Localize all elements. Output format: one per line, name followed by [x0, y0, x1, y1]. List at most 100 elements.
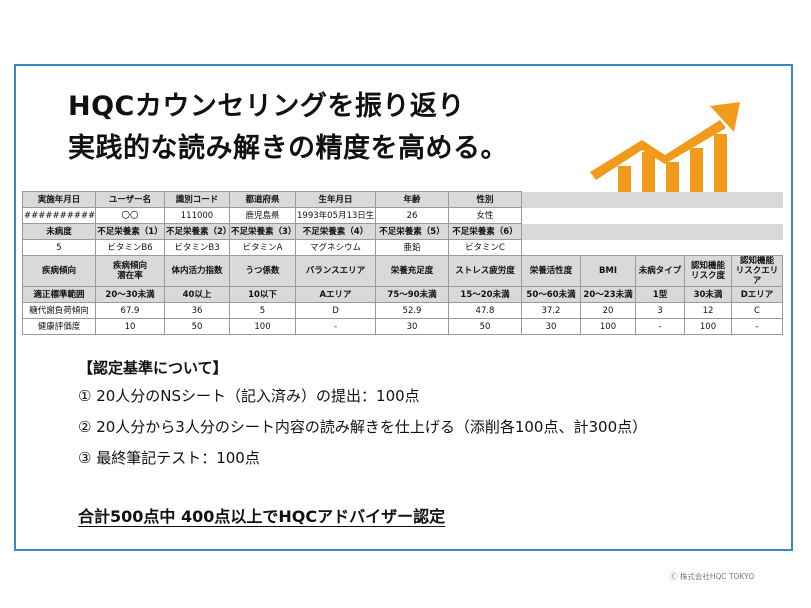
table-cell: 20〜30未満 [95, 286, 165, 303]
empty-cell [635, 223, 685, 240]
table-cell: 10 [95, 318, 165, 335]
table-cell: 疾病傾向 潜在率 [95, 255, 165, 287]
page-title: HQCカウンセリングを振り返り 実践的な読み解きの精度を高める。 [68, 86, 508, 170]
table-cell: BMI [580, 255, 636, 287]
table-row: 健康評価度 10 50 100-30 50 30 100-100- [22, 318, 783, 335]
table-cell: 女性 [448, 207, 522, 224]
table-cell: 識別コード [164, 191, 230, 208]
empty-cell [685, 240, 732, 256]
empty-cell [635, 191, 685, 208]
table-header-row: 疾病傾向 疾病傾向 潜在率 体内活力指数 うつ係数 バランスエリア 栄養充足度 ストレス疲労度… [22, 255, 783, 287]
table-cell: 15〜20未満 [448, 286, 522, 303]
table-cell: 100 [684, 318, 732, 335]
criteria-item: ③ 最終筆記テスト：100点 [78, 449, 260, 467]
table-cell: 5 [229, 302, 296, 319]
table-cell: 26 [375, 207, 449, 224]
table-cell: 47.8 [448, 302, 522, 319]
empty-cell [636, 240, 685, 256]
certification-criteria: 【認定基準について】 ① 20人分のNSシート（記入済み）の提出：100点 ② … [78, 357, 647, 478]
empty-cell [684, 223, 732, 240]
table-cell: ビタミンC [448, 239, 522, 256]
table-cell: 年齢 [375, 191, 449, 208]
table-cell: 不足栄養素（6） [448, 223, 522, 240]
table-cell: 栄養活性度 [521, 255, 581, 287]
table-cell: 20〜23未満 [580, 286, 636, 303]
empty-cell [581, 208, 636, 224]
table-cell: マグネシウム [295, 239, 376, 256]
title-line-2: 実践的な読み解きの精度を高める。 [68, 133, 508, 164]
table-cell: ビタミンA [229, 239, 296, 256]
table-cell: 1993年05月13日生 [295, 207, 376, 224]
table-cell: 36 [164, 302, 230, 319]
table-cell: 不足栄養素（4） [295, 223, 376, 240]
table-cell: 37.2 [521, 302, 581, 319]
growth-chart-arrow-icon [590, 102, 740, 200]
table-cell: 40以上 [164, 286, 230, 303]
table-cell: 3 [635, 302, 685, 319]
table-cell: 不足栄養素（3） [229, 223, 296, 240]
empty-cell [580, 191, 636, 208]
copyright-notice: Ⓒ 株式会社HQC TOKYO [670, 572, 755, 581]
table-cell: ########## [22, 207, 96, 224]
table-cell: 栄養充足度 [375, 255, 449, 287]
table-cell: 未病度 [22, 223, 96, 240]
empty-cell [522, 240, 581, 256]
table-cell: 20 [580, 302, 636, 319]
table-cell: D [295, 302, 376, 319]
table-cell: - [295, 318, 376, 335]
table-cell: 体内活力指数 [164, 255, 230, 287]
table-row: 5 ビタミンB6 ビタミンB3 ビタミンA マグネシウム 亜鉛 ビタミンC [22, 239, 783, 256]
content-frame [14, 64, 793, 551]
criteria-item: ① 20人分のNSシート（記入済み）の提出：100点 [78, 387, 420, 405]
criteria-item: ② 20人分から3人分のシート内容の読み解きを仕上げる（添削各100点、計300… [78, 418, 648, 436]
table-cell: 100 [229, 318, 296, 335]
table-cell: 不足栄養素（5） [375, 223, 449, 240]
empty-cell [731, 191, 783, 208]
table-cell: 健康評価度 [22, 318, 96, 335]
table-cell: 不足栄養素（1） [95, 223, 165, 240]
empty-cell [521, 191, 581, 208]
table-cell: うつ係数 [229, 255, 296, 287]
table-cell: ビタミンB3 [164, 239, 230, 256]
table-cell: C [731, 302, 783, 319]
table-row: 糖代謝負荷傾向 67.9 36 5 D 52.9 47.8 37.2 20 3 12 C [22, 302, 783, 319]
empty-cell [522, 208, 581, 224]
table-cell: 1型 [635, 286, 685, 303]
table-cell: ユーザー名 [95, 191, 165, 208]
table-cell: 性別 [448, 191, 522, 208]
table-cell: 亜鉛 [375, 239, 449, 256]
empty-cell [684, 191, 732, 208]
empty-cell [732, 240, 783, 256]
table-cell: - [635, 318, 685, 335]
table-header-row: 未病度 不足栄養素（1） 不足栄養素（2） 不足栄養素（3） 不足栄養素（4） 不足栄養素… [22, 223, 783, 240]
table-cell: ビタミンB6 [95, 239, 165, 256]
table-cell: 〇〇 [95, 207, 165, 224]
table-cell: 111000 [164, 207, 230, 224]
table-cell: 50〜60未満 [521, 286, 581, 303]
empty-cell [685, 208, 732, 224]
table-cell: 52.9 [375, 302, 449, 319]
table-cell: バランスエリア [295, 255, 376, 287]
table-cell: 5 [22, 239, 96, 256]
table-cell: 鹿児島県 [229, 207, 296, 224]
empty-cell [732, 208, 783, 224]
table-cell: - [731, 318, 783, 335]
table-cell: 糖代謝負荷傾向 [22, 302, 96, 319]
table-cell: 実施年月日 [22, 191, 96, 208]
table-cell: 都道府県 [229, 191, 296, 208]
table-cell: 50 [448, 318, 522, 335]
table-cell: 疾病傾向 [22, 255, 96, 287]
table-cell: 生年月日 [295, 191, 376, 208]
total-score-requirement: 合計500点中 400点以上でHQCアドバイザー認定 [78, 507, 446, 526]
empty-cell [521, 223, 581, 240]
table-cell: ストレス疲労度 [448, 255, 522, 287]
table-row: ########## 〇〇 111000 鹿児島県 1993年05月13日生 26 女性 [22, 207, 783, 224]
table-cell: 100 [580, 318, 636, 335]
empty-cell [581, 240, 636, 256]
table-cell: 30 [521, 318, 581, 335]
table-cell: 不足栄養素（2） [164, 223, 230, 240]
table-cell: 未病タイプ [635, 255, 685, 287]
empty-cell [580, 223, 636, 240]
profile-table: 実施年月日 ユーザー名 識別コード 都道府県 生年月日 年齢 性別 ########## 〇〇 1… [22, 191, 783, 335]
empty-cell [636, 208, 685, 224]
